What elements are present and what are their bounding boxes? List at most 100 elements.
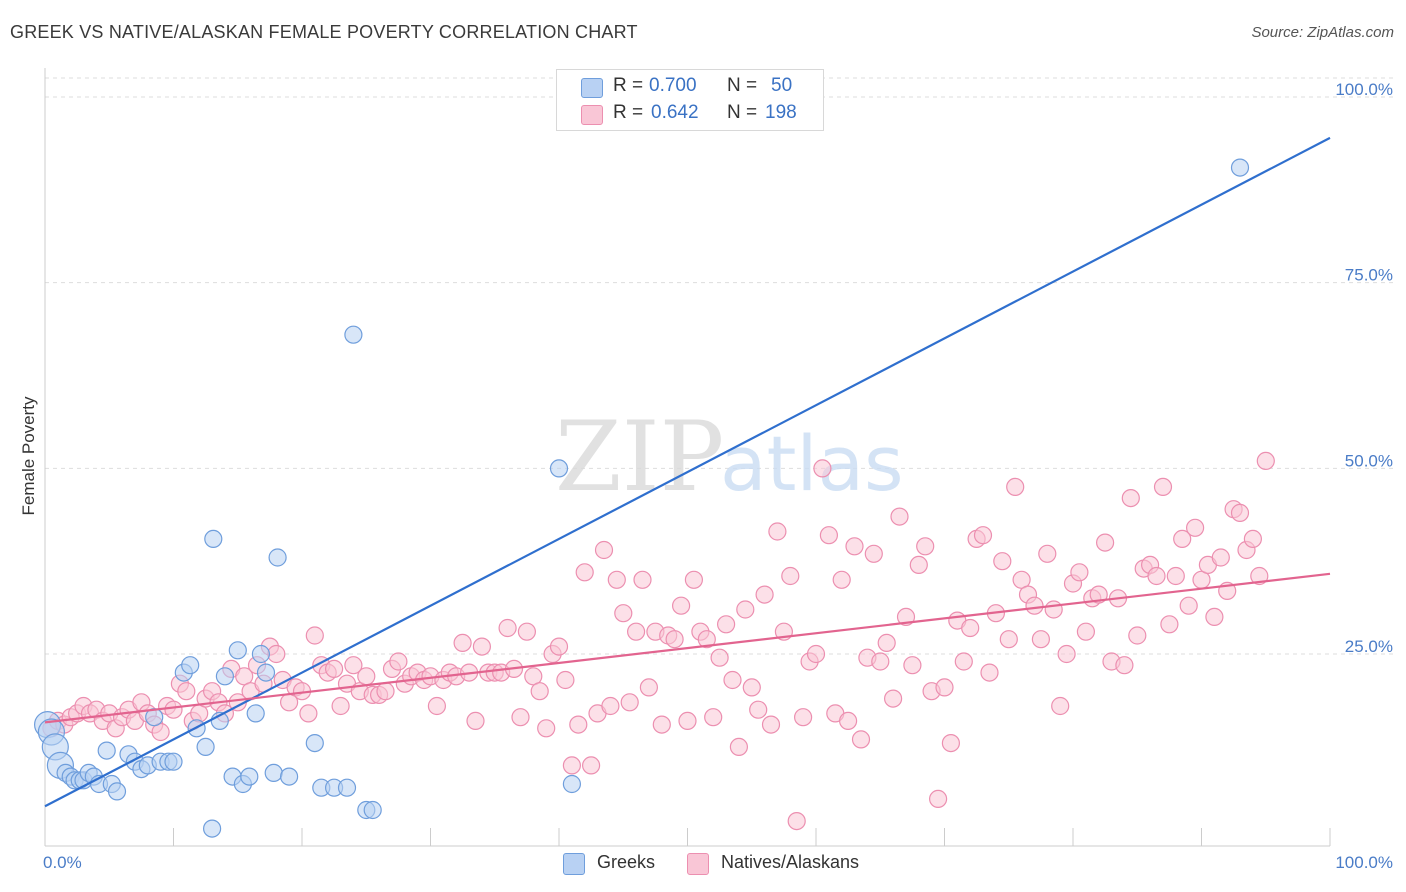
greek-point-27 bbox=[203, 819, 222, 838]
greek-point-26 bbox=[196, 737, 215, 757]
native-point-146 bbox=[980, 663, 999, 682]
native-point-189 bbox=[1256, 451, 1275, 470]
native-point-98 bbox=[671, 596, 691, 615]
native-point-123 bbox=[832, 570, 851, 589]
native-point-175 bbox=[1166, 566, 1185, 586]
native-point-178 bbox=[1185, 518, 1205, 537]
native-point-115 bbox=[781, 566, 800, 586]
native-point-35 bbox=[267, 644, 286, 664]
native-point-153 bbox=[1025, 596, 1044, 615]
native-point-91 bbox=[626, 622, 646, 641]
native-point-163 bbox=[1089, 585, 1108, 604]
greek-point-30 bbox=[215, 667, 234, 686]
natives-r-value: 0.642 bbox=[651, 102, 699, 123]
native-point-52 bbox=[376, 682, 395, 701]
native-point-67 bbox=[472, 637, 491, 656]
native-point-81 bbox=[562, 756, 582, 775]
native-point-71 bbox=[498, 618, 517, 638]
natives-n-label: N = bbox=[727, 102, 758, 123]
native-point-73 bbox=[511, 708, 530, 727]
greek-point-12 bbox=[97, 741, 116, 760]
native-point-149 bbox=[999, 630, 1018, 649]
native-point-41 bbox=[305, 626, 324, 645]
native-point-83 bbox=[575, 563, 594, 582]
greek-point-39 bbox=[268, 548, 287, 567]
greeks-points-group bbox=[33, 158, 1250, 838]
native-point-140 bbox=[941, 733, 961, 753]
native-point-126 bbox=[851, 730, 871, 749]
native-point-133 bbox=[896, 607, 916, 627]
native-point-64 bbox=[453, 633, 472, 653]
native-point-173 bbox=[1153, 477, 1173, 496]
native-point-44 bbox=[325, 659, 344, 679]
greek-point-40 bbox=[280, 767, 299, 786]
native-point-102 bbox=[697, 630, 716, 649]
y-tick-label-75: 75.0% bbox=[1345, 266, 1393, 285]
y-axis-label: Female Poverty bbox=[19, 396, 38, 516]
native-point-160 bbox=[1070, 563, 1089, 582]
native-point-176 bbox=[1173, 529, 1192, 549]
native-point-188 bbox=[1250, 566, 1269, 586]
greeks-legend-swatch bbox=[563, 853, 585, 875]
native-point-86 bbox=[594, 540, 614, 560]
native-point-130 bbox=[877, 633, 896, 653]
native-point-129 bbox=[871, 652, 890, 671]
natives-swatch bbox=[581, 105, 603, 125]
native-point-187 bbox=[1243, 529, 1263, 549]
greek-point-34 bbox=[240, 767, 259, 786]
watermark-zip: ZIP bbox=[555, 401, 724, 513]
native-point-124 bbox=[838, 711, 858, 731]
native-point-117 bbox=[793, 708, 813, 727]
natives-legend-swatch bbox=[687, 853, 709, 875]
native-point-143 bbox=[961, 618, 980, 638]
native-point-136 bbox=[916, 537, 935, 556]
native-point-89 bbox=[614, 604, 633, 623]
y-tick-label-50: 50.0% bbox=[1345, 451, 1393, 470]
natives-n-value: 198 bbox=[765, 102, 797, 123]
native-point-74 bbox=[517, 622, 537, 641]
grid-layer bbox=[45, 77, 1395, 655]
natives-trendline bbox=[44, 572, 1331, 724]
native-point-105 bbox=[716, 615, 736, 634]
native-point-157 bbox=[1051, 696, 1070, 716]
native-point-158 bbox=[1057, 644, 1076, 664]
native-point-111 bbox=[755, 585, 774, 604]
native-point-77 bbox=[537, 719, 556, 738]
native-point-106 bbox=[723, 670, 742, 690]
native-point-142 bbox=[954, 652, 973, 671]
correlation-legend: R = 0.700 N = 50 R = 0.642 N = 198 bbox=[556, 69, 824, 131]
native-point-185 bbox=[1230, 503, 1250, 523]
native-point-156 bbox=[1044, 600, 1063, 619]
native-point-112 bbox=[761, 715, 781, 734]
y-tick-label-25: 25.0% bbox=[1345, 637, 1393, 656]
native-point-79 bbox=[549, 637, 569, 656]
native-point-134 bbox=[903, 656, 922, 675]
native-point-82 bbox=[569, 715, 588, 734]
tick-label-layer: 25.0% 50.0% 75.0% 100.0% 0.0% 100.0% bbox=[43, 80, 1393, 872]
native-point-168 bbox=[1121, 489, 1140, 508]
y-tick-label-100: 100.0% bbox=[1335, 80, 1393, 99]
native-point-87 bbox=[601, 696, 620, 716]
native-point-90 bbox=[620, 693, 639, 712]
native-point-155 bbox=[1038, 544, 1057, 563]
native-point-182 bbox=[1211, 548, 1230, 567]
greeks-r-value: 0.700 bbox=[649, 75, 697, 96]
greek-point-50 bbox=[1230, 158, 1250, 177]
native-point-119 bbox=[806, 644, 826, 664]
native-point-177 bbox=[1179, 596, 1198, 615]
native-point-19 bbox=[164, 700, 183, 719]
greek-point-22 bbox=[164, 752, 183, 771]
native-point-125 bbox=[845, 537, 864, 556]
greeks-n-value: 50 bbox=[771, 75, 793, 96]
native-point-97 bbox=[665, 630, 684, 649]
native-point-84 bbox=[581, 756, 601, 775]
greek-point-49 bbox=[562, 774, 582, 794]
native-point-60 bbox=[427, 696, 446, 716]
natives-legend-label: Natives/Alaskans bbox=[721, 852, 860, 872]
watermark: ZIP atlas bbox=[555, 401, 904, 513]
greeks-trendline bbox=[44, 136, 1331, 808]
greeks-n-label: N = bbox=[727, 75, 758, 96]
native-point-138 bbox=[928, 789, 948, 809]
native-point-107 bbox=[729, 737, 749, 757]
native-point-169 bbox=[1128, 626, 1147, 645]
